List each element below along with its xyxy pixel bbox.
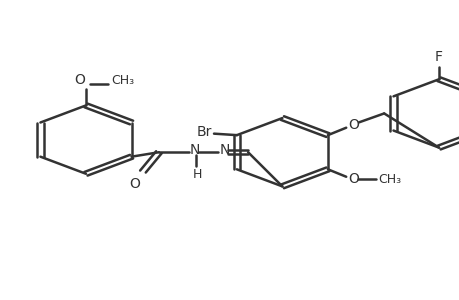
Text: O: O	[348, 118, 358, 132]
Text: CH₃: CH₃	[377, 172, 400, 186]
Text: Br: Br	[196, 125, 211, 139]
Text: O: O	[129, 177, 140, 191]
Text: O: O	[348, 172, 358, 186]
Text: N: N	[190, 143, 200, 157]
Text: O: O	[74, 73, 85, 87]
Text: H: H	[192, 168, 201, 181]
Text: CH₃: CH₃	[111, 74, 134, 87]
Text: N: N	[219, 143, 230, 157]
Text: F: F	[434, 50, 442, 64]
